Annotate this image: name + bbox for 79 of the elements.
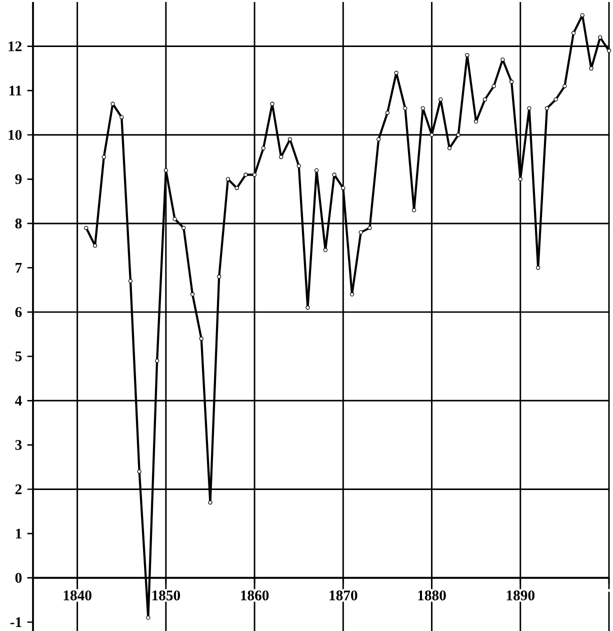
point: [447, 146, 452, 150]
x-tick-label: 1840: [64, 590, 92, 600]
point: [332, 172, 336, 177]
point: [518, 177, 522, 182]
x-tick-label: 1870: [330, 590, 358, 600]
point: [376, 137, 381, 142]
point: [270, 102, 274, 106]
point: [190, 292, 195, 296]
y-tick-label: 9: [15, 174, 22, 184]
point: [182, 226, 186, 230]
point: [261, 146, 266, 150]
point: [288, 137, 292, 142]
point: [403, 106, 408, 110]
point: [252, 172, 257, 177]
y-tick-label: -1: [10, 617, 22, 627]
point: [554, 97, 558, 102]
y-tick-label: 11: [9, 86, 22, 96]
point: [164, 168, 168, 172]
point: [128, 278, 133, 284]
x-tick-label: 1890: [506, 590, 534, 600]
y-tick-label: 2: [15, 484, 22, 494]
point: [110, 102, 115, 106]
point: [509, 80, 514, 84]
point: [482, 97, 487, 102]
point: [544, 106, 550, 110]
point: [208, 500, 212, 505]
point: [323, 248, 328, 252]
point: [430, 132, 434, 137]
x-tick-label: 1880: [418, 590, 446, 600]
point: [199, 336, 204, 341]
point: [102, 154, 106, 160]
point: [456, 132, 460, 137]
point: [527, 106, 532, 110]
point: [314, 168, 319, 172]
point: [154, 358, 160, 363]
point: [438, 97, 443, 102]
y-tick-label: 4: [15, 396, 22, 406]
point: [474, 120, 478, 124]
point: [368, 226, 372, 230]
point: [137, 469, 142, 474]
y-tick-label: 6: [15, 307, 22, 317]
point: [172, 216, 177, 222]
y-tick-label: 10: [8, 130, 22, 140]
y-tick-label: 3: [15, 440, 22, 450]
point: [385, 110, 390, 115]
point: [341, 186, 346, 190]
point: [589, 66, 594, 71]
point: [296, 164, 301, 168]
point: [571, 30, 576, 36]
point: [146, 616, 150, 620]
point: [580, 13, 584, 18]
x-tick-label: 1850: [152, 590, 180, 600]
point: [394, 70, 398, 75]
point: [536, 266, 540, 270]
point: [562, 84, 567, 88]
y-tick-label: 5: [15, 351, 22, 362]
point: [84, 226, 88, 230]
point: [226, 177, 230, 182]
point: [606, 48, 612, 53]
point: [500, 58, 505, 62]
point: [217, 274, 222, 279]
point: [420, 106, 425, 110]
point: [279, 154, 284, 160]
point: [465, 53, 470, 58]
x-tick-label: 1860: [241, 590, 269, 600]
point: [120, 115, 124, 120]
point: [234, 186, 239, 190]
y-tick-label: 7: [16, 262, 22, 273]
point: [492, 84, 496, 88]
y-tick-label: 1: [16, 528, 22, 538]
y-tick-label: 8: [15, 218, 22, 228]
point: [358, 230, 363, 234]
point: [92, 244, 98, 248]
point: [244, 172, 248, 177]
y-tick-label: 0: [15, 572, 22, 583]
point: [350, 292, 354, 296]
point: [412, 208, 416, 212]
y-tick-label: 12: [8, 41, 22, 52]
point: [306, 306, 310, 310]
